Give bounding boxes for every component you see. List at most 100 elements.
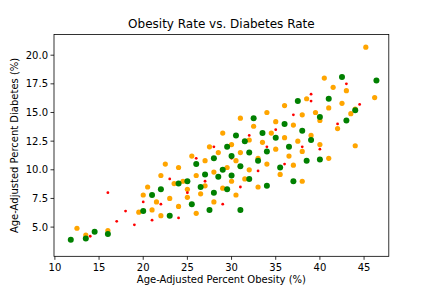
point: [142, 200, 145, 203]
point: [89, 235, 92, 238]
y-tick-label: 10.0: [26, 164, 48, 175]
point: [326, 156, 331, 161]
point: [167, 196, 172, 201]
point: [343, 118, 349, 124]
point: [83, 236, 89, 242]
background: [0, 0, 432, 288]
point: [242, 138, 248, 144]
point: [300, 179, 305, 184]
point: [326, 96, 332, 102]
point: [344, 88, 349, 93]
point: [186, 191, 189, 194]
point: [68, 237, 74, 243]
point: [167, 213, 173, 219]
point: [141, 192, 146, 197]
chart: 10152025303540455.07.510.012.515.017.520…: [0, 0, 432, 288]
point: [260, 140, 265, 145]
y-tick: [51, 112, 55, 113]
point: [247, 167, 252, 172]
point: [304, 158, 310, 164]
point: [105, 231, 111, 237]
point: [233, 132, 239, 138]
point: [246, 150, 252, 156]
point: [154, 199, 159, 204]
point: [158, 186, 164, 192]
x-tick-label: 40: [314, 262, 327, 273]
point: [336, 123, 339, 126]
point: [177, 217, 180, 220]
point: [211, 199, 216, 204]
point: [133, 223, 136, 226]
point: [92, 229, 98, 235]
point: [318, 148, 321, 151]
points: [68, 45, 380, 243]
point: [264, 183, 270, 189]
x-axis-label: Age-Adjusted Percent Obesity (%): [137, 274, 306, 285]
point: [269, 131, 274, 136]
point: [251, 124, 256, 129]
point: [317, 114, 323, 120]
x-tick-label: 10: [49, 262, 62, 273]
point: [149, 207, 154, 212]
point: [206, 207, 212, 213]
point: [151, 219, 154, 222]
point: [176, 181, 182, 187]
point: [158, 173, 163, 178]
point: [233, 158, 238, 163]
point: [257, 170, 260, 173]
point: [204, 180, 207, 183]
point: [106, 191, 109, 194]
point: [358, 103, 361, 106]
point: [215, 174, 221, 180]
point: [198, 184, 204, 190]
point: [251, 115, 257, 121]
point: [124, 210, 127, 213]
y-tick-label: 20.0: [26, 50, 48, 61]
point: [211, 190, 217, 196]
x-tick-label: 45: [358, 262, 371, 273]
point: [211, 169, 216, 174]
plot-frame: [54, 35, 389, 257]
point: [313, 110, 318, 115]
point: [290, 178, 296, 184]
point: [292, 113, 295, 116]
point: [184, 178, 190, 184]
point: [159, 203, 162, 206]
y-tick: [51, 227, 55, 228]
point: [224, 186, 230, 192]
point: [140, 208, 146, 214]
point: [202, 171, 208, 177]
point: [185, 187, 190, 192]
point: [229, 179, 234, 184]
point: [220, 167, 226, 173]
point: [322, 76, 327, 81]
point: [149, 192, 155, 198]
point: [363, 45, 368, 50]
point: [216, 150, 221, 155]
point: [317, 156, 323, 162]
y-tick-label: 12.5: [26, 136, 48, 147]
point: [339, 74, 345, 80]
point: [115, 220, 118, 223]
point: [282, 121, 288, 127]
point: [233, 192, 238, 197]
point: [189, 153, 194, 158]
point: [352, 107, 358, 113]
y-tick-label: 17.5: [26, 78, 48, 89]
point: [373, 77, 379, 83]
point: [282, 103, 287, 108]
point: [295, 98, 301, 104]
point: [310, 93, 313, 96]
point: [224, 144, 230, 150]
point: [286, 153, 291, 158]
x-tick-label: 35: [269, 262, 282, 273]
x-tick: [187, 256, 188, 260]
point: [198, 191, 203, 196]
y-tick-label: 5.0: [32, 222, 48, 233]
point: [212, 145, 215, 148]
point: [176, 165, 181, 170]
point: [372, 95, 377, 100]
x-tick-label: 15: [93, 262, 106, 273]
point: [229, 173, 235, 179]
point: [255, 158, 261, 164]
